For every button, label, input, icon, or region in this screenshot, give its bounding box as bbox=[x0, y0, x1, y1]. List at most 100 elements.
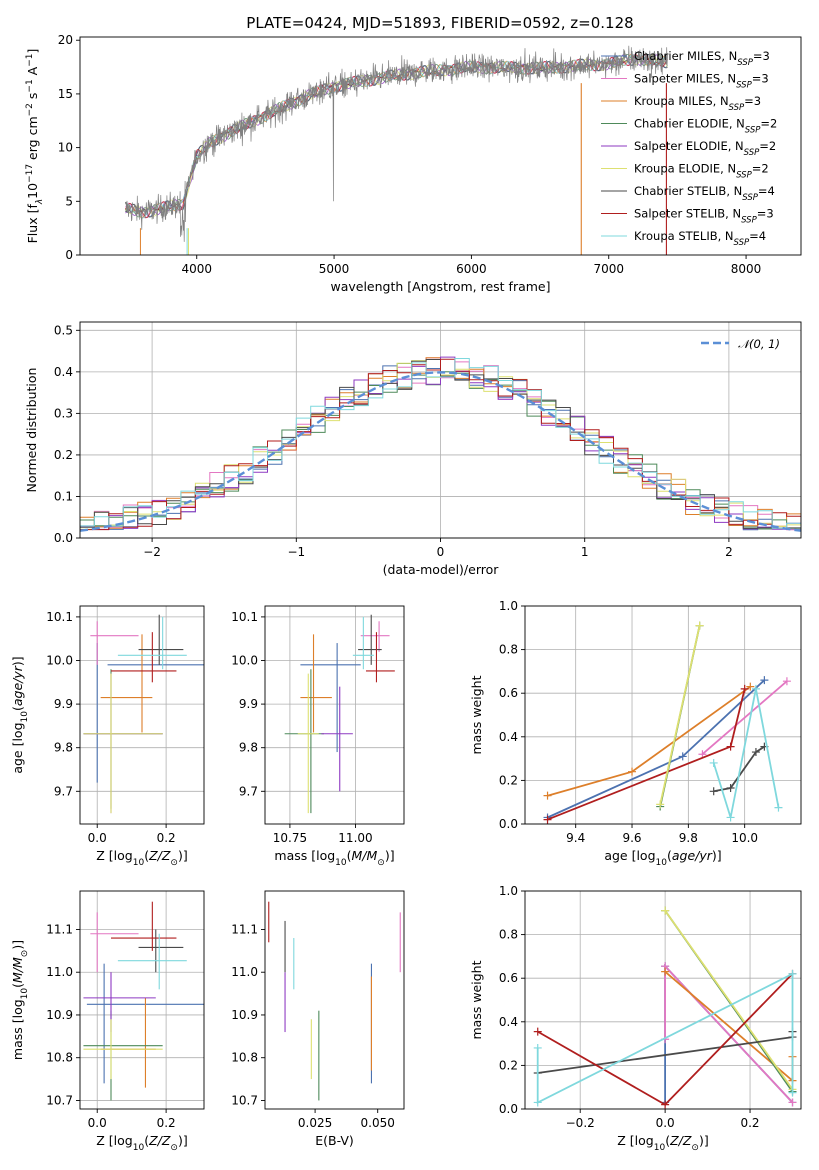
label-part: ⊙ bbox=[170, 858, 178, 868]
mass-weight-marker bbox=[774, 803, 783, 812]
label-part: )] bbox=[385, 848, 395, 863]
x-tick-label: 9.4 bbox=[566, 831, 585, 845]
label-part: SSP bbox=[741, 216, 757, 226]
y-tick-label: 9.7 bbox=[239, 784, 258, 798]
y-tick-label: 0.8 bbox=[499, 928, 518, 942]
y-tick-label: 0.1 bbox=[54, 489, 73, 503]
mass-weight-marker bbox=[533, 1098, 542, 1107]
label-part: age/yr bbox=[672, 848, 713, 863]
axes-frame bbox=[79, 605, 205, 825]
label-part: SSP bbox=[744, 148, 760, 158]
x-tick-label: 0.0 bbox=[88, 831, 107, 845]
axes-frame bbox=[79, 36, 802, 256]
mass-weight-marker bbox=[678, 752, 687, 761]
z-age-panel: 0.0 0.29.79.89.910.010.1Z [log10(Z/Z⊙)]ag… bbox=[10, 605, 205, 868]
x-tick-label: 0.025 bbox=[298, 1116, 332, 1130]
label-part: )] bbox=[178, 1133, 188, 1148]
label-part: =2 bbox=[760, 117, 777, 131]
label-part: SSP bbox=[736, 171, 752, 181]
y-tick-label: 10.0 bbox=[46, 654, 73, 668]
label-part: Salpeter MILES, N bbox=[634, 72, 736, 86]
x-tick-label: 9.6 bbox=[622, 831, 641, 845]
y-tick-label: 0.2 bbox=[499, 773, 518, 787]
label-part: A bbox=[25, 66, 40, 79]
label-part: SSP bbox=[742, 193, 758, 203]
label-part: (data-model)/error bbox=[383, 562, 500, 577]
label-part: 10 bbox=[25, 183, 40, 199]
x-axis-label: (data-model)/error bbox=[383, 562, 500, 577]
label-part: mass weight bbox=[469, 960, 484, 1039]
y-axis-label: mass weight bbox=[469, 675, 484, 754]
legend-entry: Kroupa ELODIE, NSSP=2 bbox=[634, 162, 769, 181]
label-part: age [log bbox=[10, 722, 25, 773]
gaussian-reference-curve bbox=[80, 371, 801, 532]
weight-z-panel: −0.2 0.0 0.2 0.0 0.2 0.4 0.6 0.8 1.0 Z [log10(Z/Z… bbox=[469, 884, 802, 1153]
x-axis-label: E(B-V) bbox=[315, 1133, 354, 1148]
label-part: Z [log bbox=[617, 1133, 653, 1148]
y-tick-label: 15 bbox=[58, 87, 73, 101]
label-part: mass weight bbox=[469, 675, 484, 754]
axes-frame bbox=[264, 605, 405, 825]
y-tick-label: 10.1 bbox=[231, 610, 258, 624]
y-tick-label: 11.0 bbox=[231, 965, 258, 979]
label-part: =3 bbox=[744, 94, 761, 108]
plot-area bbox=[83, 901, 204, 1101]
mass-weight-series bbox=[664, 910, 794, 1090]
label-part: ( bbox=[144, 1133, 149, 1148]
mass-weight-series bbox=[712, 688, 780, 818]
label-part: ( bbox=[10, 706, 25, 711]
y-tick-label: 5 bbox=[65, 194, 73, 208]
y-tick-label: 0.6 bbox=[499, 686, 518, 700]
mass-weight-marker bbox=[628, 767, 637, 776]
x-tick-label: −1 bbox=[287, 545, 305, 559]
label-part: 10 bbox=[654, 1143, 666, 1153]
mass-weight-marker bbox=[695, 621, 704, 630]
legend-entry: Salpeter MILES, NSSP=3 bbox=[634, 72, 769, 91]
x-axis-label: Z [log10(Z/Z⊙)] bbox=[96, 1133, 187, 1153]
mass-weight-marker bbox=[788, 969, 797, 978]
label-part: SSP bbox=[737, 58, 753, 68]
legend-entry: 𝒩(0, 1) bbox=[738, 337, 780, 351]
label-part: λ bbox=[35, 199, 45, 205]
y-tick-label: 9.8 bbox=[54, 741, 73, 755]
label-part: s bbox=[25, 93, 40, 104]
plot-area bbox=[124, 45, 668, 255]
x-tick-label: 0.2 bbox=[157, 831, 176, 845]
y-tick-label: 10.0 bbox=[231, 654, 258, 668]
label-part: )] bbox=[10, 656, 25, 666]
label-part: =3 bbox=[757, 207, 774, 221]
label-part: M/M bbox=[352, 848, 378, 863]
x-axis-label: Z [log10(Z/Z⊙)] bbox=[96, 848, 187, 868]
legend-entry: Kroupa MILES, NSSP=3 bbox=[634, 94, 761, 113]
label-part: SSP bbox=[734, 238, 750, 248]
label-part: 10 bbox=[133, 858, 145, 868]
label-part: Kroupa MILES, N bbox=[634, 94, 729, 108]
mass-weight-series bbox=[659, 625, 701, 805]
mass-weight-marker bbox=[656, 800, 665, 809]
x-tick-label: 0 bbox=[437, 545, 445, 559]
x-tick-label: 8000 bbox=[731, 262, 762, 276]
label-part: )] bbox=[699, 1133, 709, 1148]
y-axis-label: Flux [fλ10−17 erg cm−2 s−1 A−1] bbox=[25, 49, 45, 244]
y-tick-label: 0.6 bbox=[499, 971, 518, 985]
label-part: age/yr bbox=[10, 665, 25, 706]
label-part: )] bbox=[10, 940, 25, 950]
y-tick-label: 11.0 bbox=[46, 965, 73, 979]
label-part: 10 bbox=[656, 858, 668, 868]
x-tick-label: 0.0 bbox=[88, 1116, 107, 1130]
mass-weight-marker bbox=[533, 1043, 542, 1052]
x-tick-label: 10.75 bbox=[273, 831, 307, 845]
x-tick-label: 2 bbox=[725, 545, 733, 559]
label-part: wavelength [Angstrom, rest frame] bbox=[330, 279, 550, 294]
y-axis-label: mass [log10(M/M⊙)] bbox=[10, 940, 30, 1060]
y-tick-label: 10.9 bbox=[46, 1008, 73, 1022]
spectrum-panel: 4000 5000 6000 7000 8000 0 5 10 15 20 wavelength [… bbox=[25, 33, 802, 294]
y-tick-label: 9.8 bbox=[239, 741, 258, 755]
mass-weight-marker bbox=[709, 787, 718, 796]
label-part: ( bbox=[347, 848, 352, 863]
y-tick-label: 10.8 bbox=[231, 1051, 258, 1065]
x-axis-label: Z [log10(Z/Z⊙)] bbox=[617, 1133, 708, 1153]
label-part: ( bbox=[665, 1133, 670, 1148]
